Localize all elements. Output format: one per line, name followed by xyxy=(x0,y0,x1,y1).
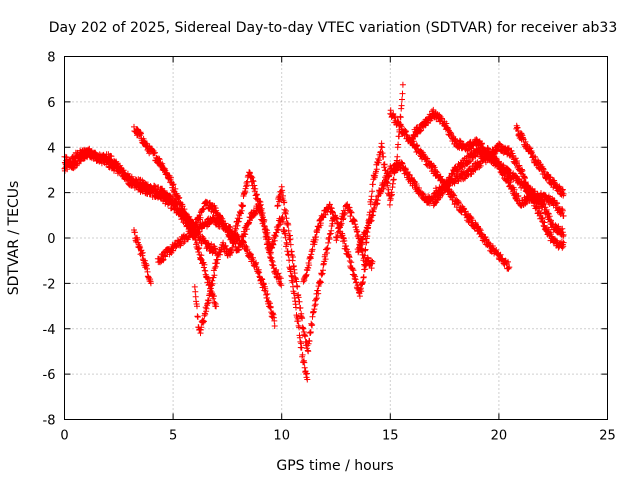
x-axis-label: GPS time / hours xyxy=(276,458,393,474)
series-points xyxy=(513,122,567,199)
y-tick-label: -6 xyxy=(43,368,56,383)
series-points xyxy=(131,123,220,310)
x-tick-label: 15 xyxy=(382,429,399,444)
y-tick-label: 6 xyxy=(47,96,55,111)
series-points xyxy=(274,183,337,355)
x-tick-label: 10 xyxy=(273,429,290,444)
series-points xyxy=(430,140,567,251)
x-tick-label: 25 xyxy=(599,429,616,444)
series-sat-d xyxy=(131,227,154,287)
y-tick-label: 8 xyxy=(47,51,55,66)
x-tick-label: 0 xyxy=(60,429,68,444)
data-points xyxy=(61,81,567,383)
series-points xyxy=(154,214,278,329)
y-tick-label: 4 xyxy=(47,141,55,156)
axis-ticks: 0 5 10 15 20 25 -8 -6 -4 -2 0 2 4 6 8 xyxy=(43,51,616,444)
series-sat-e xyxy=(154,214,278,329)
series-points xyxy=(181,198,311,383)
chart-title: Day 202 of 2025, Sidereal Day-to-day VTE… xyxy=(49,20,618,36)
series-sat-n xyxy=(430,140,567,251)
y-tick-label: 0 xyxy=(47,232,55,247)
series-sat-g xyxy=(181,198,311,383)
y-axis-label: SDTVAR / TECUs xyxy=(6,181,22,296)
series-points xyxy=(300,201,376,300)
y-tick-label: -2 xyxy=(43,277,56,292)
x-tick-label: 5 xyxy=(169,429,177,444)
series-points xyxy=(131,227,154,287)
x-tick-label: 20 xyxy=(491,429,508,444)
series-sat-c xyxy=(131,123,220,310)
y-tick-label: 2 xyxy=(47,187,55,202)
series-sat-o xyxy=(513,122,567,199)
y-tick-label: -4 xyxy=(43,323,56,338)
series-sat-h xyxy=(274,183,337,355)
series-sat-i xyxy=(300,201,376,300)
y-tick-label: -8 xyxy=(43,414,56,429)
